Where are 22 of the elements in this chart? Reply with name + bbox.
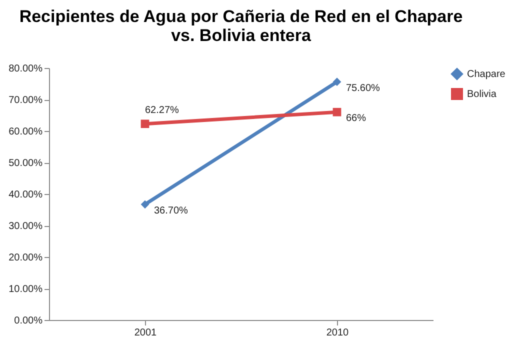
point	[332, 78, 342, 86]
point	[140, 120, 150, 128]
point	[332, 108, 342, 116]
x-tick-label: 2001	[134, 328, 158, 338]
data-label: 75.60%	[346, 82, 380, 94]
data-label: 66%	[346, 113, 366, 124]
data-label: 36.70%	[154, 205, 188, 216]
y-tick-label: 30.00%	[8, 221, 43, 232]
y-tick-label: 10.00%	[8, 284, 43, 295]
y-tick-label: 70.00%	[8, 95, 43, 106]
y-tick-label: 60.00%	[8, 126, 43, 138]
y-tick-label: 20.00%	[8, 252, 43, 264]
chart-title: Recipientes de Agua por Cañeria de Red en el Chapare vs. Bolivia entera	[19, 7, 463, 45]
legend-label: Chapare	[467, 69, 506, 80]
y-tick-label: 40.00%	[8, 190, 43, 200]
y-tick-label: 50.00%	[8, 158, 43, 169]
data-label: 62.27%	[145, 104, 180, 116]
legend-label: Bolivia	[467, 89, 497, 100]
point	[140, 200, 150, 209]
y-tick-label: 0.00%	[14, 316, 43, 326]
x-tick-label: 2010	[326, 328, 350, 338]
y-tick-label: 80.00%	[8, 64, 43, 74]
